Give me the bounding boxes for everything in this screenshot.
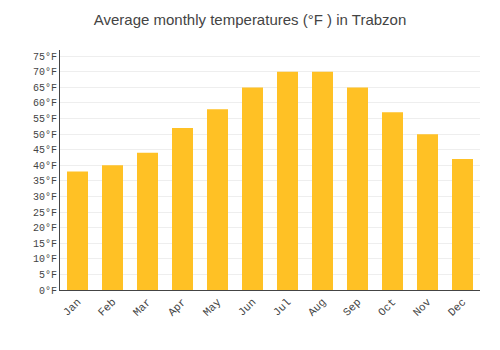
- svg-text:0°F: 0°F: [39, 286, 57, 297]
- svg-text:Jun: Jun: [236, 296, 258, 318]
- svg-text:15°F: 15°F: [33, 239, 57, 250]
- svg-text:65°F: 65°F: [33, 83, 57, 94]
- svg-text:Dec: Dec: [446, 296, 468, 318]
- svg-text:Apr: Apr: [166, 296, 188, 318]
- svg-text:50°F: 50°F: [33, 130, 57, 141]
- svg-text:Jul: Jul: [271, 296, 293, 318]
- svg-text:55°F: 55°F: [33, 114, 57, 125]
- svg-text:25°F: 25°F: [33, 208, 57, 219]
- svg-text:30°F: 30°F: [33, 192, 57, 203]
- svg-text:45°F: 45°F: [33, 145, 57, 156]
- svg-text:5°F: 5°F: [39, 270, 57, 281]
- svg-text:Oct: Oct: [376, 296, 398, 318]
- svg-text:Aug: Aug: [306, 296, 328, 318]
- svg-text:Jan: Jan: [61, 296, 83, 318]
- svg-text:60°F: 60°F: [33, 98, 57, 109]
- svg-text:Sep: Sep: [341, 296, 363, 318]
- svg-text:Nov: Nov: [411, 296, 434, 319]
- svg-text:May: May: [201, 296, 224, 319]
- svg-text:75°F: 75°F: [33, 52, 57, 63]
- svg-text:10°F: 10°F: [33, 254, 57, 265]
- svg-text:Average monthly temperatures (: Average monthly temperatures (°F ) in Tr…: [94, 11, 407, 28]
- svg-text:40°F: 40°F: [33, 161, 57, 172]
- svg-text:Mar: Mar: [131, 296, 153, 318]
- svg-text:20°F: 20°F: [33, 223, 57, 234]
- svg-text:Feb: Feb: [96, 296, 118, 318]
- svg-text:70°F: 70°F: [33, 67, 57, 78]
- svg-text:35°F: 35°F: [33, 176, 57, 187]
